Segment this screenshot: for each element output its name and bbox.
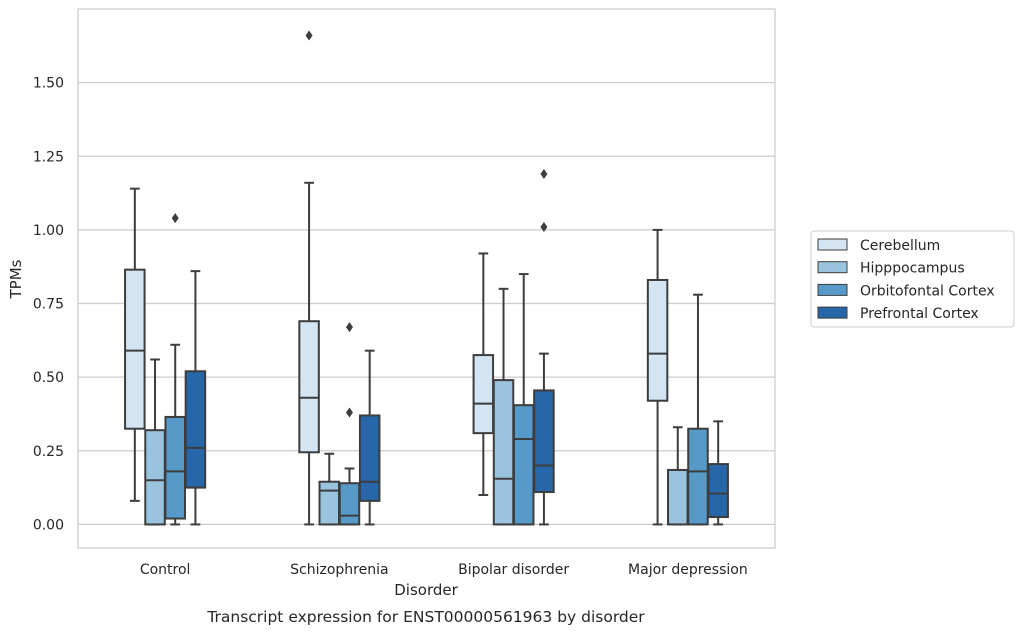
box-hipppocampus [492, 287, 515, 526]
box-body [298, 320, 320, 454]
box-orbitofontal-cortex [338, 322, 361, 526]
x-tick-label: Bipolar disorder [458, 562, 569, 578]
legend-label: Hipppocampus [860, 261, 965, 277]
box-body [646, 278, 669, 402]
y-tick-label: 1.50 [33, 76, 64, 92]
x-tick-labels: Control Schizophrenia Bipolar disorder Majo… [140, 562, 748, 578]
box-cerebellum [298, 30, 320, 526]
box-body [184, 370, 207, 489]
y-tick-label: 0.00 [33, 517, 64, 533]
y-axis-label: TPMs [7, 259, 25, 299]
y-tick-label: 1.25 [33, 149, 64, 165]
box-body [687, 427, 709, 526]
legend-frame [810, 230, 1015, 328]
legend-swatch [817, 283, 848, 296]
y-tick-label: 0.25 [33, 444, 64, 460]
box-body [318, 480, 341, 526]
y-tick-label: 1.00 [33, 223, 64, 239]
legend-label: Prefrontal Cortex [860, 306, 979, 322]
x-tick-label: Control [140, 562, 191, 578]
legend-swatch [817, 238, 848, 251]
box-orbitofontal-cortex [164, 213, 186, 526]
legend: Cerebellum Hipppocampus Orbitofontal Corte… [810, 230, 1015, 328]
box-groups [124, 30, 729, 526]
box-prefrontal-cortex [358, 349, 381, 526]
box-cerebellum [472, 252, 495, 496]
box-body [338, 482, 361, 526]
legend-label: Orbitofontal Cortex [860, 283, 995, 299]
outlier-point [540, 221, 548, 232]
box-prefrontal-cortex [707, 420, 729, 526]
box-body [512, 404, 535, 526]
box-hipppocampus [144, 358, 166, 526]
box-body [472, 354, 495, 435]
box-prefrontal-cortex [533, 168, 555, 526]
outlier-point [345, 407, 353, 418]
x-axis-label: Disorder [394, 581, 458, 599]
box-cerebellum [124, 187, 146, 502]
box-body [124, 268, 146, 430]
legend-swatch [817, 261, 848, 274]
outlier-point [345, 322, 353, 333]
box-body [533, 389, 555, 494]
outlier-point [540, 168, 548, 179]
figure-caption: Transcript expression for ENST0000056196… [206, 608, 645, 626]
box-cerebellum [646, 228, 669, 526]
box-body [707, 463, 729, 519]
outlier-point [305, 30, 313, 41]
y-tick-label: 0.75 [33, 297, 64, 313]
y-tick-labels: 0.00 0.25 0.50 0.75 1.00 1.25 1.50 [33, 76, 64, 534]
box-hipppocampus [667, 426, 689, 526]
box-prefrontal-cortex [184, 270, 207, 526]
outlier-point [171, 213, 179, 224]
legend-swatch [817, 306, 848, 319]
box-orbitofontal-cortex [512, 273, 535, 526]
box-body [164, 415, 186, 520]
x-tick-label: Major depression [628, 562, 748, 578]
y-tick-label: 0.50 [33, 370, 64, 386]
box-hipppocampus [318, 452, 341, 526]
x-tick-label: Schizophrenia [290, 562, 388, 578]
box-body [358, 414, 381, 502]
box-body [492, 379, 515, 526]
plot-area-frame [77, 8, 776, 549]
legend-label: Cerebellum [860, 238, 940, 254]
box-orbitofontal-cortex [687, 293, 709, 526]
box-body [144, 429, 166, 526]
box-body [667, 468, 689, 526]
